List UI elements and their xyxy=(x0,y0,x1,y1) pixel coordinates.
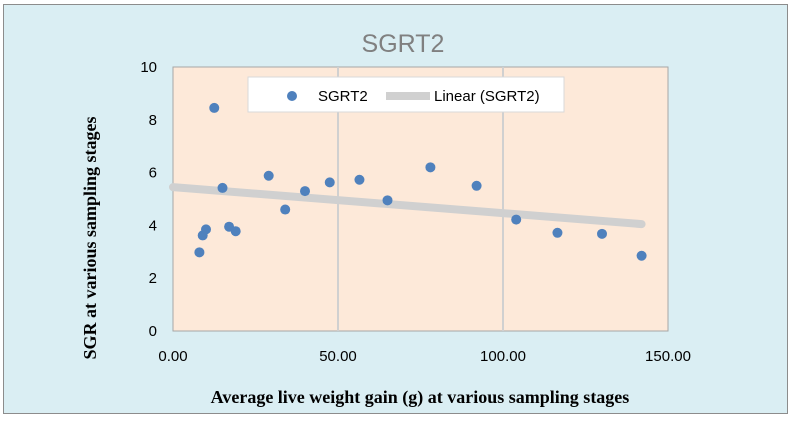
y-tick-label: 6 xyxy=(149,165,157,182)
trendline-layer xyxy=(169,183,646,229)
data-point xyxy=(263,170,274,181)
legend-label-sgrt2: SGRT2 xyxy=(318,88,368,105)
y-tick-label: 2 xyxy=(149,270,157,287)
data-point xyxy=(552,227,563,238)
data-point xyxy=(194,247,205,258)
data-point xyxy=(354,174,365,185)
data-point xyxy=(511,214,522,225)
y-tick-label: 8 xyxy=(149,112,157,129)
x-tick-label: 50.00 xyxy=(319,348,357,365)
tick-labels: 0.00 50.00 100.00 150.00 0 2 4 6 8 10 xyxy=(140,59,691,365)
data-point xyxy=(636,250,647,261)
chart-title: SGRT2 xyxy=(362,30,445,58)
legend-label-linear: Linear (SGRT2) xyxy=(434,88,540,105)
data-point xyxy=(300,186,310,197)
data-point xyxy=(382,195,393,206)
data-point xyxy=(280,204,291,215)
x-tick-label: 0.00 xyxy=(158,348,187,365)
x-axis-title: Average live weight gain (g) at various … xyxy=(211,387,630,408)
data-point xyxy=(201,224,211,235)
data-points xyxy=(194,88,647,261)
y-axis-title: SGR at various sampling stages xyxy=(80,116,100,359)
legend-marker-sgrt2 xyxy=(287,91,297,101)
data-point xyxy=(324,177,335,188)
y-tick-label: 0 xyxy=(149,323,157,340)
x-tick-label: 150.00 xyxy=(645,348,691,365)
y-tick-label: 4 xyxy=(149,217,157,234)
legend: SGRT2 Linear (SGRT2) xyxy=(247,76,565,113)
data-point xyxy=(209,102,220,113)
linear-trendline xyxy=(169,183,646,229)
data-point xyxy=(471,180,482,191)
data-point xyxy=(230,226,241,237)
y-tick-label: 10 xyxy=(140,59,157,76)
data-point xyxy=(597,228,607,239)
data-point xyxy=(425,162,436,173)
x-tick-label: 100.00 xyxy=(480,348,526,365)
data-point xyxy=(217,182,228,193)
